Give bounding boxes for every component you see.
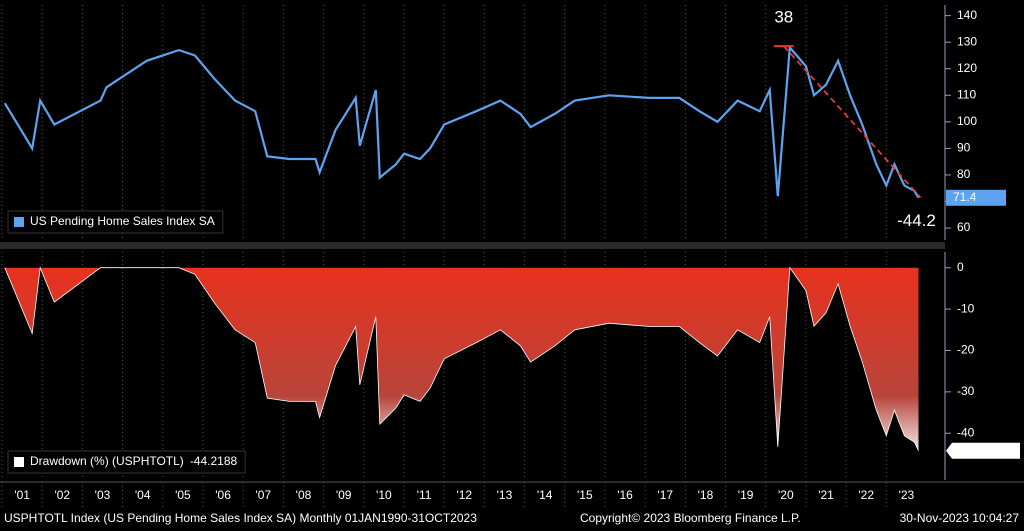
x-tick-label: '22	[858, 488, 874, 502]
y-tick-label: -30	[957, 384, 975, 398]
legend-box	[7, 450, 246, 474]
x-tick-label: '18	[698, 488, 714, 502]
x-tick-label: '10	[376, 488, 392, 502]
x-tick-label: '09	[336, 488, 352, 502]
x-tick-label: '02	[54, 488, 70, 502]
trendline-label: -44.2	[897, 211, 936, 230]
legend-box	[7, 210, 224, 234]
y-tick-label: -10	[957, 301, 975, 315]
x-tick-label: '07	[255, 488, 271, 502]
legend-label: US Pending Home Sales Index SA	[30, 214, 215, 228]
y-tick-label: 60	[957, 220, 971, 234]
x-tick-label: '13	[497, 488, 513, 502]
y-tick-label: 90	[957, 141, 971, 155]
y-tick-label: 100	[957, 114, 977, 128]
y-tick-label: 80	[957, 167, 971, 181]
last-value-box	[946, 189, 1006, 206]
y-tick-label: -40	[957, 425, 975, 439]
footer-middle: Copyright© 2023 Bloomberg Finance L.P.	[580, 511, 801, 525]
x-tick-label: '08	[296, 488, 312, 502]
x-tick-label: '15	[577, 488, 593, 502]
last-value-label: 71.4	[953, 190, 977, 204]
trendline-label: 38	[774, 8, 793, 27]
x-tick-label: '12	[456, 488, 472, 502]
y-tick-label: 120	[957, 61, 977, 75]
x-tick-label: '04	[135, 488, 151, 502]
legend-swatch	[14, 217, 24, 227]
legend-value: -44.2188	[190, 454, 238, 468]
area-edge	[4, 266, 919, 451]
line	[3, 44, 920, 199]
y-tick-label: 0	[957, 260, 964, 274]
x-tick-label: '19	[738, 488, 754, 502]
x-tick-label: '14	[537, 488, 553, 502]
x-tick-label: '17	[657, 488, 673, 502]
x-tick-label: '21	[818, 488, 834, 502]
last-value-box	[946, 442, 1020, 459]
footer-right: 30-Nov-2023 10:04:27	[900, 511, 1020, 525]
trendline	[783, 45, 922, 199]
y-tick-label: 140	[957, 8, 977, 22]
x-tick-label: '20	[778, 488, 794, 502]
y-tick-label: 110	[957, 87, 976, 101]
area	[4, 267, 919, 451]
footer-left: USPHTOTL Index (US Pending Home Sales In…	[4, 511, 477, 525]
x-tick-label: '11	[417, 488, 432, 502]
x-tick-label: '23	[899, 488, 915, 502]
panel-separator	[0, 242, 945, 249]
x-tick-label: '05	[175, 488, 191, 502]
y-tick-label: 130	[957, 34, 977, 48]
y-tick-label: -20	[957, 343, 975, 357]
x-tick-label: '16	[617, 488, 633, 502]
legend-swatch	[14, 457, 24, 467]
legend: Drawdown (%) (USPHTOTL) -44.2188	[7, 450, 246, 474]
last-value-label: -44.2188	[954, 443, 1002, 457]
legend-label: Drawdown (%) (USPHTOTL)	[30, 454, 184, 468]
legend: US Pending Home Sales Index SA	[7, 210, 224, 234]
x-tick-label: '06	[215, 488, 231, 502]
x-tick-label: '01	[14, 488, 30, 502]
x-tick-label: '03	[95, 488, 111, 502]
